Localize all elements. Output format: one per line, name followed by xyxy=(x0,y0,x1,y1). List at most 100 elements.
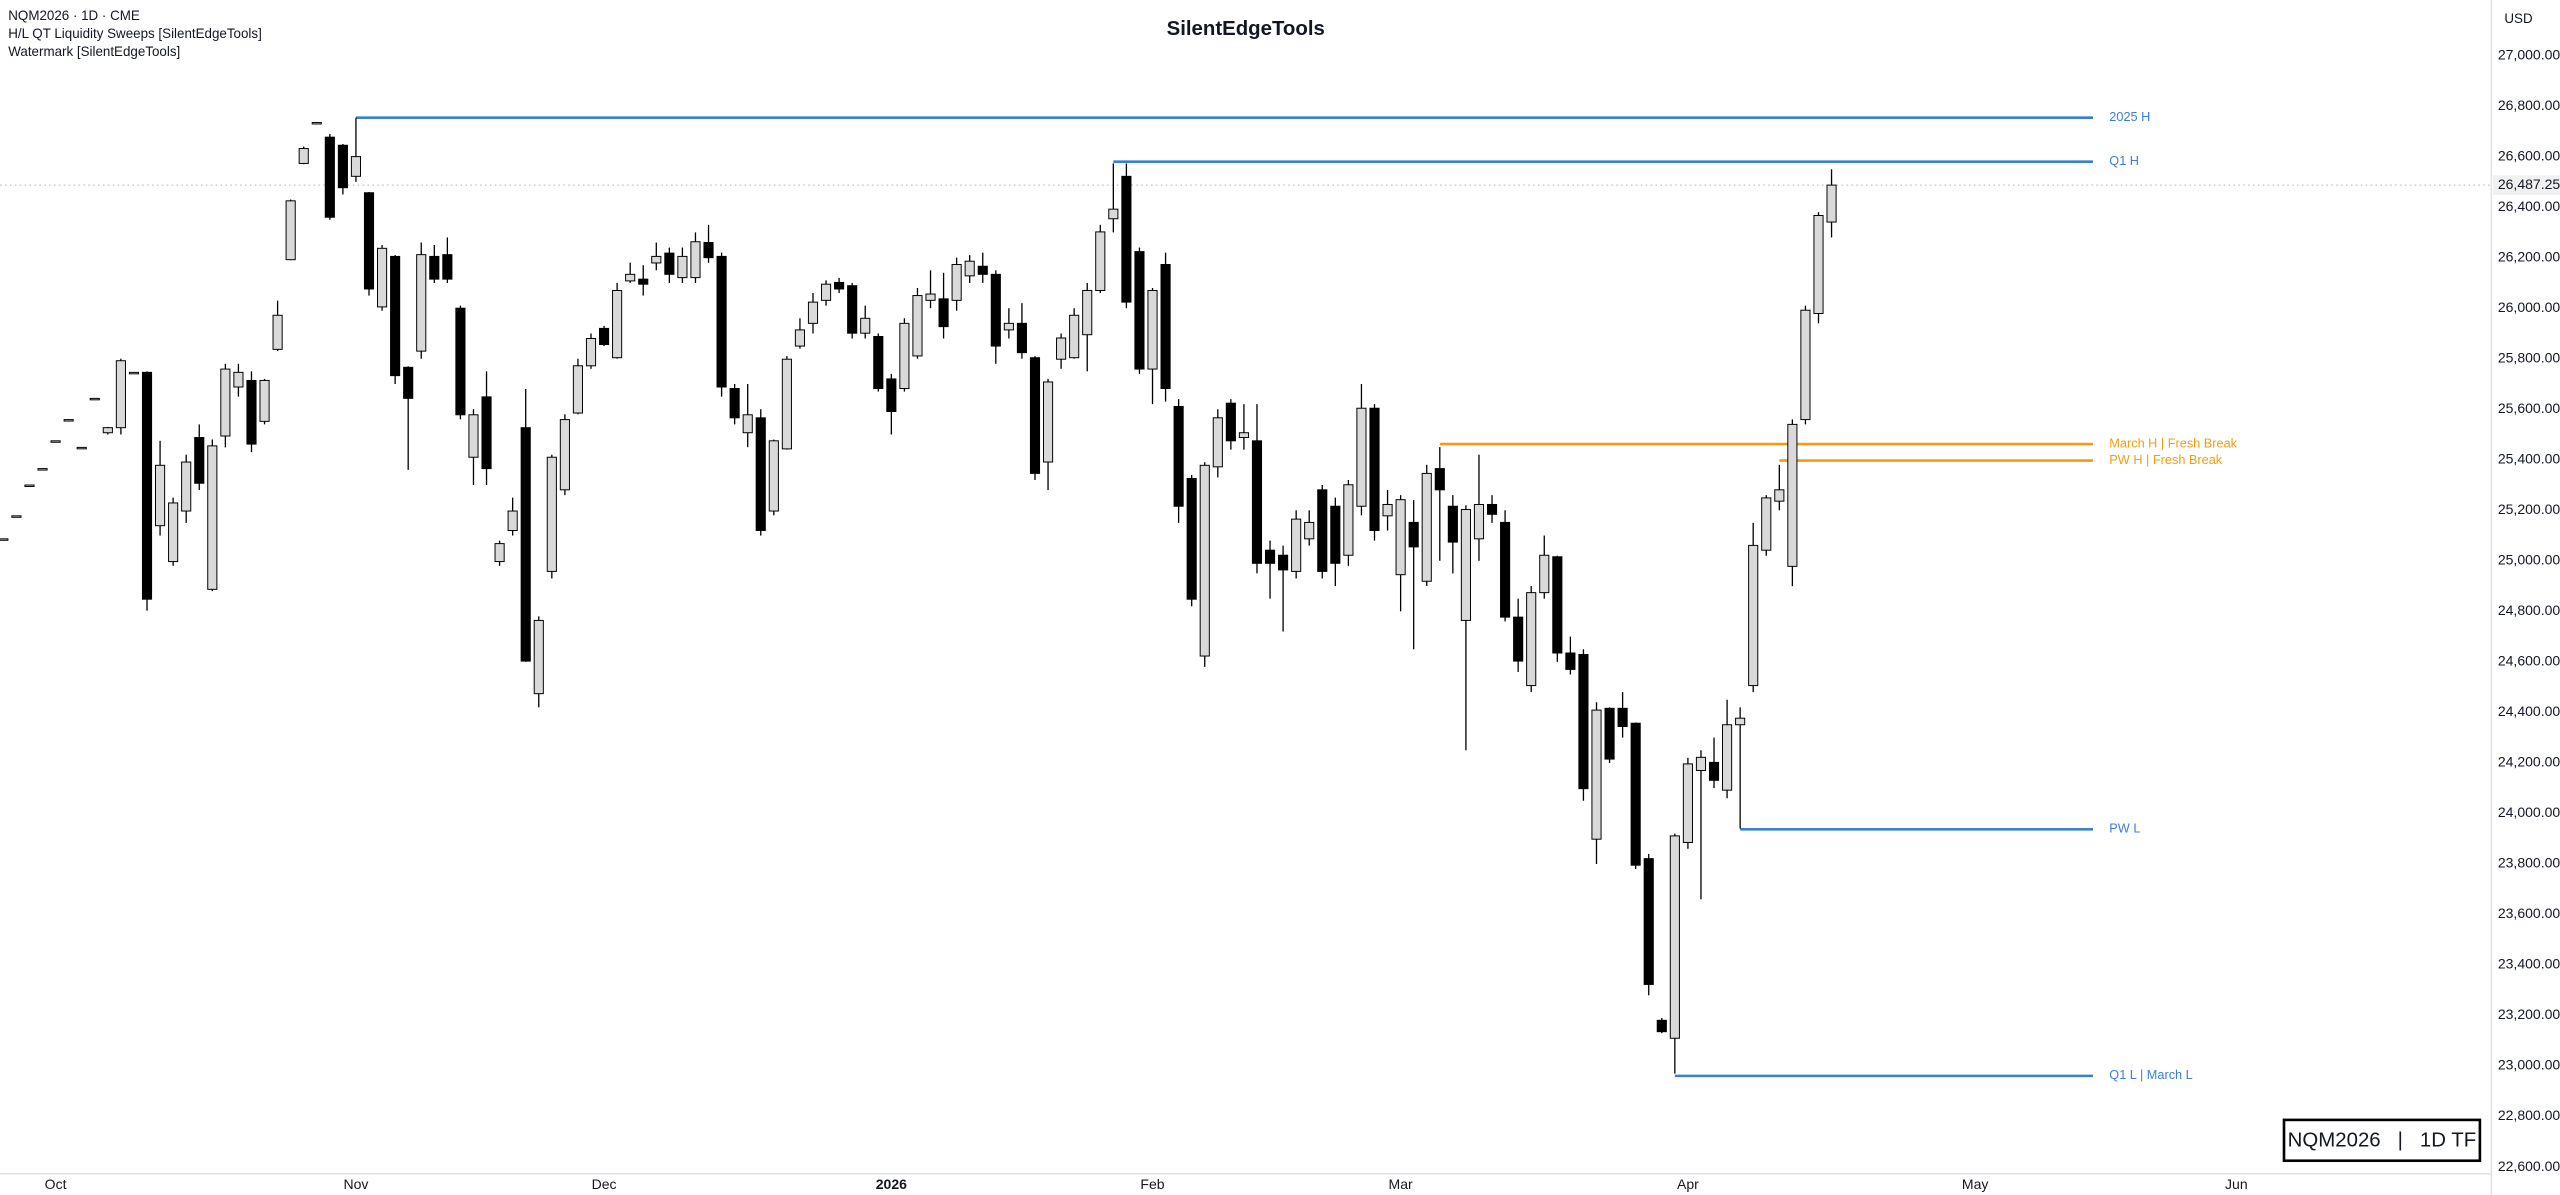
candle-body xyxy=(1121,175,1132,303)
candle-body xyxy=(977,265,988,275)
candle-body xyxy=(1500,521,1511,618)
candle-body xyxy=(1264,549,1276,564)
candle-body xyxy=(847,285,858,334)
candle-body xyxy=(1748,544,1759,687)
candle-body xyxy=(794,329,805,347)
candle-body xyxy=(350,156,362,177)
candle-body xyxy=(363,192,375,290)
y-tick-label: 25,600.00 xyxy=(2498,400,2560,416)
candle-body xyxy=(1460,509,1471,621)
candle-body xyxy=(690,241,701,279)
candle-body xyxy=(651,255,662,264)
y-tick-label: 24,400.00 xyxy=(2498,703,2560,719)
candle-body xyxy=(1251,440,1263,564)
candle-body xyxy=(1108,208,1119,220)
candle-body xyxy=(899,322,910,390)
candle-body xyxy=(1225,402,1236,442)
y-tick-label: 26,000.00 xyxy=(2498,299,2560,315)
candle-body xyxy=(638,278,649,285)
candle-body xyxy=(507,510,518,531)
candle-body xyxy=(1774,489,1785,502)
candle-body xyxy=(1173,405,1184,507)
candle-body xyxy=(1800,309,1811,421)
y-tick-label: 23,600.00 xyxy=(2498,905,2560,921)
level-label: 2025 H xyxy=(2109,109,2150,124)
candle-body xyxy=(455,307,466,416)
candle-body xyxy=(115,360,126,429)
candle-body xyxy=(781,358,792,450)
candle-body xyxy=(1395,499,1406,576)
candle-body xyxy=(377,247,388,308)
candle-body xyxy=(1643,858,1654,985)
candle-body xyxy=(1539,554,1550,594)
x-tick-label: Mar xyxy=(1389,1176,1413,1192)
candle-body xyxy=(990,273,1001,347)
x-tick-label: Oct xyxy=(45,1176,67,1192)
y-tick-label: 24,600.00 xyxy=(2498,653,2560,669)
candle-body xyxy=(442,254,453,280)
candle-body xyxy=(298,148,309,164)
candle-body xyxy=(1434,468,1445,491)
y-tick-label: 25,200.00 xyxy=(2498,501,2560,517)
symbol-line: NQM2026 · 1D · CME xyxy=(8,8,140,23)
candle-body xyxy=(1408,521,1419,548)
candle-body xyxy=(1826,184,1837,223)
candle-body xyxy=(1304,521,1315,540)
candle-body xyxy=(1421,472,1432,582)
candle-body xyxy=(1708,761,1720,781)
badge-box xyxy=(2282,1118,2482,1163)
candle-body xyxy=(1369,407,1380,531)
candle-body xyxy=(1578,654,1589,790)
candle-body xyxy=(403,366,414,399)
chart-title: SilentEdgeTools xyxy=(1167,18,1325,40)
y-tick-label: 24,200.00 xyxy=(2498,754,2560,770)
candle-body xyxy=(0,538,9,541)
candle-body xyxy=(1330,505,1341,564)
y-tick-label: 26,400.00 xyxy=(2498,198,2560,214)
candle-body xyxy=(729,388,740,419)
y-tick-label: 25,000.00 xyxy=(2498,552,2560,568)
candle-body xyxy=(951,263,962,301)
x-tick-label: Jun xyxy=(2225,1176,2248,1192)
candle-body xyxy=(168,502,179,563)
candle-body xyxy=(1356,407,1367,507)
y-tick-label: 26,800.00 xyxy=(2498,97,2560,113)
candle-body xyxy=(1199,464,1210,657)
candle-body xyxy=(559,419,570,491)
level-label: PW H | Fresh Break xyxy=(2109,452,2222,467)
candle-body xyxy=(1722,724,1733,791)
candle-body xyxy=(1069,314,1080,359)
candle-body xyxy=(1656,1019,1667,1033)
candle-body xyxy=(742,414,753,434)
candle-body xyxy=(1552,556,1563,654)
candle-body xyxy=(220,368,231,437)
y-tick-label: 22,600.00 xyxy=(2498,1158,2560,1174)
candle-body xyxy=(873,335,884,390)
candle-body xyxy=(834,281,845,290)
y-tick-label: 23,000.00 xyxy=(2498,1057,2560,1073)
candle-body xyxy=(155,464,166,527)
candle-body xyxy=(1042,381,1054,463)
candle-body xyxy=(912,295,923,357)
candle-body xyxy=(181,461,192,512)
y-tick-label: 23,200.00 xyxy=(2498,1006,2560,1022)
candle-body xyxy=(63,419,74,422)
candle-body xyxy=(1029,357,1041,474)
y-tick-label: 26,600.00 xyxy=(2498,147,2560,163)
candle-body xyxy=(1134,251,1145,370)
x-tick-label: May xyxy=(1962,1176,1988,1192)
x-tick-label: Nov xyxy=(343,1176,368,1192)
candle-body xyxy=(11,515,22,518)
candle-body xyxy=(598,327,610,346)
candle-body xyxy=(572,365,584,414)
candle-body xyxy=(807,301,819,324)
level-label: Q1 H xyxy=(2109,153,2139,168)
candle-body xyxy=(494,543,505,563)
candle-body xyxy=(1147,290,1158,370)
candle-body xyxy=(1238,432,1249,439)
y-tick-label: 27,000.00 xyxy=(2498,46,2560,62)
y-tick-label: 22,800.00 xyxy=(2498,1107,2560,1123)
candle-body xyxy=(860,317,871,334)
candle-body xyxy=(194,437,205,484)
